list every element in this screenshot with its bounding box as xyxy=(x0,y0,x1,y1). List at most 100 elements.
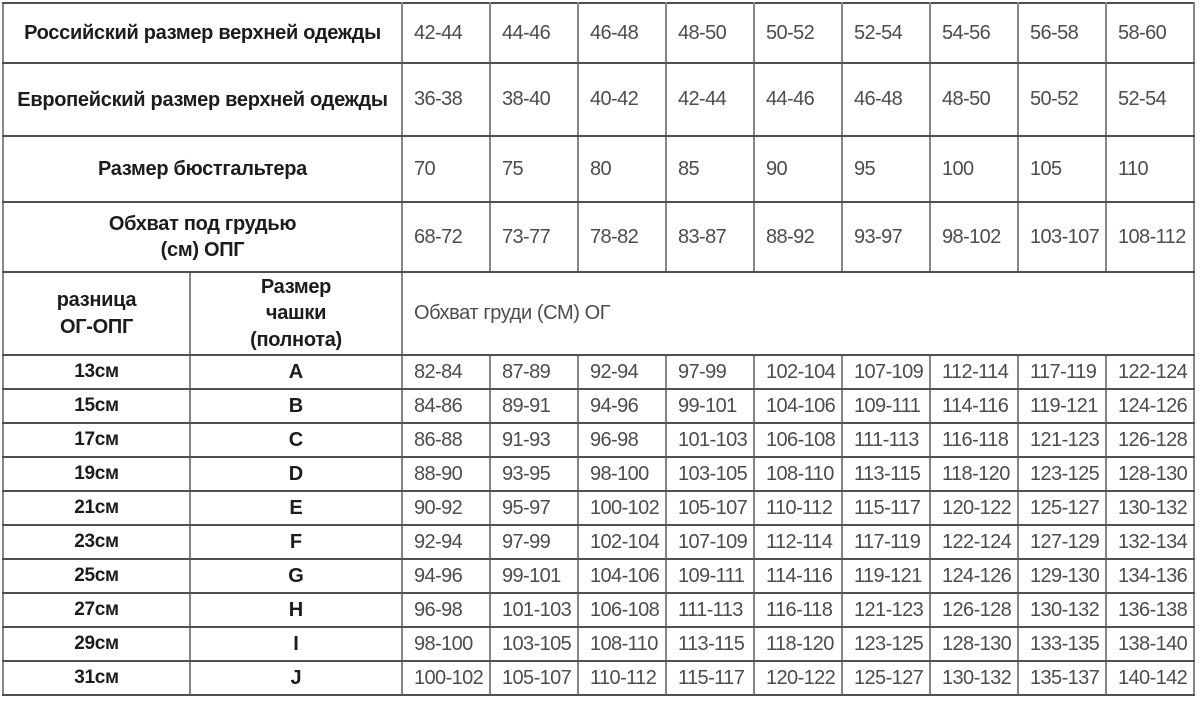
row-label: Европейский размер верхней одежды xyxy=(2,62,403,137)
size-cell: 36-38 xyxy=(401,62,491,137)
difference-cell: 17см xyxy=(2,422,191,459)
cup-size-rows: 13см A 82-84 87-89 92-94 97-99 102-104 107-109 1… xyxy=(2,354,1195,697)
size-cell: 130-132 xyxy=(929,660,1019,697)
difference-cell: 29см xyxy=(2,626,191,663)
size-cell: 56-58 xyxy=(1017,2,1107,64)
size-cell: 107-109 xyxy=(665,524,755,561)
size-cell: 73-77 xyxy=(489,201,579,273)
cup-letter-cell: A xyxy=(189,354,403,391)
size-cell: 38-40 xyxy=(489,62,579,137)
size-cell: 123-125 xyxy=(1017,456,1107,493)
size-cell: 106-108 xyxy=(753,422,843,459)
size-cell: 42-44 xyxy=(401,2,491,64)
cup-letter-cell: C xyxy=(189,422,403,459)
size-cell: 136-138 xyxy=(1105,592,1195,629)
size-cell: 102-104 xyxy=(577,524,667,561)
size-cell: 113-115 xyxy=(841,456,931,493)
size-cell: 112-114 xyxy=(753,524,843,561)
size-cell: 110-112 xyxy=(577,660,667,697)
size-cell: 112-114 xyxy=(929,354,1019,391)
cup-letter-cell: I xyxy=(189,626,403,663)
size-cell: 83-87 xyxy=(665,201,755,273)
size-cell: 90-92 xyxy=(401,490,491,527)
table-row: Размер бюстгальтера 70 75 80 85 90 95 100 105 110 xyxy=(2,135,1195,203)
size-cell: 117-119 xyxy=(841,524,931,561)
size-cell: 82-84 xyxy=(401,354,491,391)
size-cell: 116-118 xyxy=(929,422,1019,459)
size-cell: 102-104 xyxy=(753,354,843,391)
size-cell: 50-52 xyxy=(1017,62,1107,137)
size-chart-table: Российский размер верхней одежды 42-44 44-… xyxy=(2,2,1195,697)
difference-header-cell: разница ОГ-ОПГ xyxy=(2,270,191,357)
size-cell: 133-135 xyxy=(1017,626,1107,663)
size-cell: 87-89 xyxy=(489,354,579,391)
size-cell: 94-96 xyxy=(401,558,491,595)
table-row: 31см J 100-102 105-107 110-112 115-117 120-122… xyxy=(2,660,1195,697)
size-cell: 118-120 xyxy=(753,626,843,663)
size-cell: 120-122 xyxy=(753,660,843,697)
size-cell: 46-48 xyxy=(577,2,667,64)
size-cell: 121-123 xyxy=(841,592,931,629)
cup-size-header-cell: Размер чашки (полнота) xyxy=(189,270,403,357)
table-row: 23см F 92-94 97-99 102-104 107-109 112-114 117-… xyxy=(2,524,1195,561)
table-row: 17см C 86-88 91-93 96-98 101-103 106-108 111-11… xyxy=(2,422,1195,459)
size-cell: 80 xyxy=(577,135,667,203)
size-cell: 48-50 xyxy=(929,62,1019,137)
size-cell: 94-96 xyxy=(577,388,667,425)
mid-header-section: разница ОГ-ОПГ Размер чашки (полнота) Об… xyxy=(2,270,1195,357)
size-cell: 130-132 xyxy=(1105,490,1195,527)
cup-letter-cell: H xyxy=(189,592,403,629)
size-cell: 88-92 xyxy=(753,201,843,273)
size-cell: 109-111 xyxy=(665,558,755,595)
size-cell: 95-97 xyxy=(489,490,579,527)
size-cell: 52-54 xyxy=(841,2,931,64)
size-cell: 140-142 xyxy=(1105,660,1195,697)
table-row: 21см E 90-92 95-97 100-102 105-107 110-112 115-… xyxy=(2,490,1195,527)
size-cell: 99-101 xyxy=(665,388,755,425)
table-header-row: разница ОГ-ОПГ Размер чашки (полнота) Об… xyxy=(2,270,1195,357)
table-row: 13см A 82-84 87-89 92-94 97-99 102-104 107-109 1… xyxy=(2,354,1195,391)
size-cell: 68-72 xyxy=(401,201,491,273)
size-cell: 44-46 xyxy=(753,62,843,137)
size-cell: 105-107 xyxy=(489,660,579,697)
size-cell: 104-106 xyxy=(753,388,843,425)
size-cell: 124-126 xyxy=(929,558,1019,595)
cup-letter-cell: B xyxy=(189,388,403,425)
cup-letter-cell: G xyxy=(189,558,403,595)
size-cell: 92-94 xyxy=(401,524,491,561)
size-cell: 132-134 xyxy=(1105,524,1195,561)
size-cell: 129-130 xyxy=(1017,558,1107,595)
size-cell: 135-137 xyxy=(1017,660,1107,697)
size-cell: 128-130 xyxy=(929,626,1019,663)
difference-cell: 25см xyxy=(2,558,191,595)
size-cell: 78-82 xyxy=(577,201,667,273)
size-cell: 111-113 xyxy=(665,592,755,629)
table-row: 25см G 94-96 99-101 104-106 109-111 114-116 119… xyxy=(2,558,1195,595)
table-row: Европейский размер верхней одежды 36-38 38… xyxy=(2,62,1195,137)
difference-cell: 19см xyxy=(2,456,191,493)
size-cell: 121-123 xyxy=(1017,422,1107,459)
size-cell: 40-42 xyxy=(577,62,667,137)
size-cell: 103-105 xyxy=(489,626,579,663)
size-cell: 98-100 xyxy=(401,626,491,663)
size-cell: 106-108 xyxy=(577,592,667,629)
size-cell: 96-98 xyxy=(577,422,667,459)
row-label: Размер бюстгальтера xyxy=(2,135,403,203)
difference-cell: 21см xyxy=(2,490,191,527)
upper-size-rows: Российский размер верхней одежды 42-44 44-… xyxy=(2,2,1195,273)
size-cell: 88-90 xyxy=(401,456,491,493)
size-cell: 52-54 xyxy=(1105,62,1195,137)
bust-circumference-header-cell: Обхват груди (СМ) ОГ xyxy=(401,270,1195,357)
size-cell: 114-116 xyxy=(929,388,1019,425)
size-cell: 103-105 xyxy=(665,456,755,493)
size-cell: 93-97 xyxy=(841,201,931,273)
size-cell: 97-99 xyxy=(489,524,579,561)
size-cell: 123-125 xyxy=(841,626,931,663)
size-cell: 114-116 xyxy=(753,558,843,595)
size-cell: 42-44 xyxy=(665,62,755,137)
size-cell: 108-110 xyxy=(577,626,667,663)
size-cell: 91-93 xyxy=(489,422,579,459)
size-cell: 105-107 xyxy=(665,490,755,527)
size-cell: 120-122 xyxy=(929,490,1019,527)
size-cell: 119-121 xyxy=(1017,388,1107,425)
